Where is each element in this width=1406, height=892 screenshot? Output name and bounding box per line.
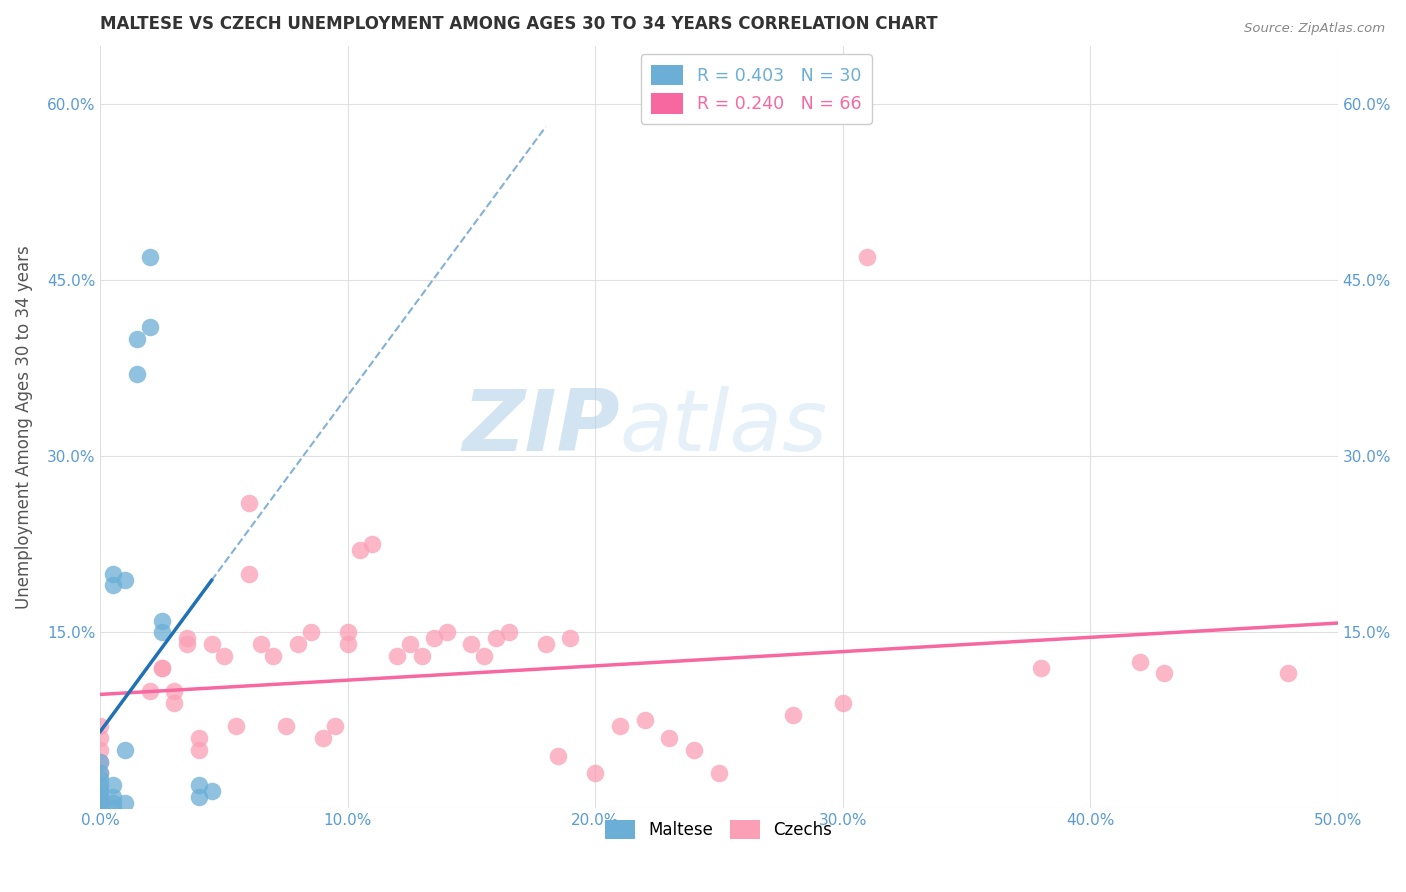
Point: [707, 766, 730, 780]
Text: ZIP: ZIP: [463, 385, 620, 468]
Point: [299, 625, 322, 640]
Point: [188, 743, 211, 757]
Point: [349, 543, 371, 558]
Point: [436, 625, 458, 640]
Point: [89, 755, 111, 769]
Point: [89, 743, 111, 757]
Point: [856, 250, 879, 264]
Point: [250, 637, 273, 651]
Point: [89, 789, 111, 804]
Point: [139, 320, 162, 334]
Point: [89, 766, 111, 780]
Point: [101, 789, 124, 804]
Point: [89, 778, 111, 792]
Point: [163, 696, 186, 710]
Point: [238, 496, 260, 510]
Point: [361, 537, 384, 551]
Point: [101, 778, 124, 792]
Point: [89, 778, 111, 792]
Point: [114, 796, 136, 810]
Point: [560, 632, 582, 646]
Point: [782, 707, 804, 722]
Point: [201, 784, 224, 798]
Point: [89, 801, 111, 815]
Point: [1029, 660, 1052, 674]
Point: [163, 684, 186, 698]
Point: [89, 755, 111, 769]
Point: [101, 796, 124, 810]
Text: atlas: atlas: [620, 385, 828, 468]
Point: [150, 660, 173, 674]
Point: [150, 625, 173, 640]
Point: [312, 731, 335, 745]
Point: [460, 637, 482, 651]
Point: [188, 789, 211, 804]
Point: [201, 637, 224, 651]
Point: [485, 632, 508, 646]
Point: [274, 719, 297, 733]
Point: [658, 731, 681, 745]
Point: [139, 684, 162, 698]
Point: [336, 637, 359, 651]
Point: [498, 625, 520, 640]
Point: [398, 637, 420, 651]
Y-axis label: Unemployment Among Ages 30 to 34 years: Unemployment Among Ages 30 to 34 years: [15, 245, 32, 609]
Point: [89, 801, 111, 815]
Point: [89, 772, 111, 786]
Point: [1129, 655, 1152, 669]
Point: [1277, 666, 1299, 681]
Point: [831, 696, 853, 710]
Point: [176, 637, 198, 651]
Point: [89, 731, 111, 745]
Point: [547, 748, 569, 763]
Point: [263, 648, 285, 663]
Point: [325, 719, 347, 733]
Point: [127, 368, 149, 382]
Point: [150, 660, 173, 674]
Point: [411, 648, 433, 663]
Point: [139, 250, 162, 264]
Point: [89, 719, 111, 733]
Point: [423, 632, 446, 646]
Legend: Maltese, Czechs: Maltese, Czechs: [599, 814, 839, 846]
Point: [101, 578, 124, 592]
Point: [127, 332, 149, 346]
Point: [472, 648, 495, 663]
Point: [287, 637, 309, 651]
Point: [336, 625, 359, 640]
Point: [89, 784, 111, 798]
Point: [634, 714, 657, 728]
Point: [583, 766, 606, 780]
Point: [609, 719, 631, 733]
Point: [1153, 666, 1175, 681]
Point: [150, 614, 173, 628]
Point: [225, 719, 247, 733]
Point: [534, 637, 557, 651]
Point: [114, 743, 136, 757]
Point: [89, 796, 111, 810]
Point: [683, 743, 706, 757]
Point: [89, 801, 111, 815]
Point: [212, 648, 235, 663]
Point: [89, 789, 111, 804]
Text: MALTESE VS CZECH UNEMPLOYMENT AMONG AGES 30 TO 34 YEARS CORRELATION CHART: MALTESE VS CZECH UNEMPLOYMENT AMONG AGES…: [100, 15, 938, 33]
Point: [188, 778, 211, 792]
Point: [114, 573, 136, 587]
Point: [101, 566, 124, 581]
Point: [89, 796, 111, 810]
Text: Source: ZipAtlas.com: Source: ZipAtlas.com: [1244, 22, 1385, 36]
Point: [89, 796, 111, 810]
Point: [387, 648, 409, 663]
Point: [101, 801, 124, 815]
Point: [238, 566, 260, 581]
Point: [188, 731, 211, 745]
Point: [176, 632, 198, 646]
Point: [89, 789, 111, 804]
Point: [89, 766, 111, 780]
